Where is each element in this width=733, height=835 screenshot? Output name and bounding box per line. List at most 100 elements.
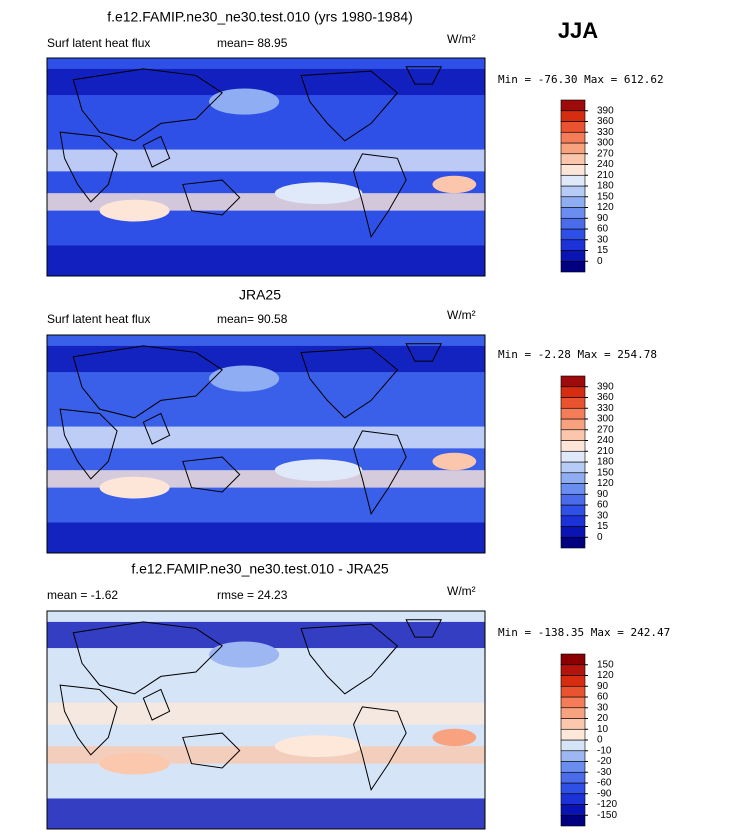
coastline <box>183 457 240 492</box>
coastline <box>60 132 117 202</box>
colorbar-box <box>560 472 586 484</box>
colorbar-box <box>560 110 586 122</box>
colorbar-box <box>560 536 586 549</box>
coastline <box>73 69 222 141</box>
colorbar-label: 300 <box>597 414 614 425</box>
map-frame <box>46 334 486 554</box>
colorbar-box <box>560 217 586 230</box>
colorbar-box <box>560 142 586 155</box>
colorbar-box <box>560 407 586 420</box>
map-blob <box>432 175 477 194</box>
colorbar-label: 180 <box>597 181 614 192</box>
colorbar-box <box>560 196 586 208</box>
coastline <box>143 689 169 720</box>
panel-stat-label: mean= 88.95 <box>217 36 288 50</box>
colorbar-label: 20 <box>597 713 609 724</box>
map-blob <box>209 365 280 392</box>
colorbar-box <box>560 504 586 517</box>
colorbar-label: 30 <box>597 702 609 713</box>
panel-min-max: Min = -76.30 Max = 612.62 <box>498 73 664 86</box>
colorbar-box <box>560 418 586 431</box>
map-band <box>47 702 485 725</box>
coastline <box>301 348 397 418</box>
coastline <box>354 431 407 514</box>
colorbar-box <box>560 450 586 463</box>
colorbar-box <box>560 696 586 709</box>
map-blob <box>274 735 363 758</box>
map-blob <box>274 182 363 205</box>
colorbar-box <box>560 429 586 441</box>
colorbar-label: 15 <box>597 245 609 256</box>
colorbar-label: 0 <box>597 532 603 543</box>
colorbar-label: 120 <box>597 670 614 681</box>
colorbar-box <box>560 260 586 273</box>
colorbar-box <box>560 375 586 388</box>
panel-min-max: Min = -2.28 Max = 254.78 <box>498 348 657 361</box>
panel-stat-label: rmse = 24.23 <box>217 588 288 602</box>
map-blob <box>99 199 170 222</box>
colorbar-label: -60 <box>597 778 612 789</box>
colorbar-label: -150 <box>597 810 617 821</box>
colorbar-box <box>560 804 586 816</box>
panel-title: JRA25 <box>239 287 281 303</box>
colorbar-label: 60 <box>597 500 609 511</box>
coastline <box>354 707 407 790</box>
colorbar-box <box>560 750 586 762</box>
map-frame <box>46 57 486 277</box>
colorbar-box <box>560 250 586 262</box>
colorbar-label: 180 <box>597 457 614 468</box>
colorbar-box <box>560 653 586 666</box>
colorbar-label: 240 <box>597 435 614 446</box>
coastline <box>143 136 169 167</box>
colorbar-box <box>560 131 586 144</box>
colorbar-label: 270 <box>597 148 614 159</box>
colorbar-box <box>560 174 586 187</box>
map-field <box>47 344 485 553</box>
panel-left-label: mean = -1.62 <box>47 588 118 602</box>
colorbar-box <box>560 397 586 409</box>
colorbar-label: 390 <box>597 381 614 392</box>
panel-title: f.e12.FAMIP.ne30_ne30.test.010 - JRA25 <box>131 561 389 577</box>
colorbar-box <box>560 664 586 676</box>
colorbar-label: -10 <box>597 745 612 756</box>
colorbar-box <box>560 814 586 827</box>
panel-left-label: Surf latent heat flux <box>47 36 150 50</box>
colorbar-label: 90 <box>597 213 609 224</box>
colorbar-box <box>560 728 586 741</box>
coastline <box>406 67 441 84</box>
colorbar-box <box>560 771 586 784</box>
colorbar-label: 0 <box>597 735 603 746</box>
map-band <box>47 426 485 449</box>
colorbar-box <box>560 483 586 495</box>
panel-left-label: Surf latent heat flux <box>47 312 150 326</box>
colorbar-label: 10 <box>597 724 609 735</box>
colorbar-box <box>560 526 586 538</box>
colorbar-label: 30 <box>597 510 609 521</box>
colorbar-box <box>560 440 586 452</box>
map-blob <box>209 641 280 668</box>
coastline <box>301 71 397 141</box>
colorbar-box <box>560 461 586 474</box>
colorbar-label: 60 <box>597 224 609 235</box>
colorbar-label: 210 <box>597 170 614 181</box>
colorbar-box <box>560 761 586 773</box>
panel-stat-label: mean= 90.58 <box>217 312 288 326</box>
map-band <box>47 621 485 649</box>
colorbar-label: 90 <box>597 489 609 500</box>
colorbar-box <box>560 793 586 805</box>
colorbar-label: 240 <box>597 159 614 170</box>
map-blob <box>209 88 280 115</box>
colorbar-box <box>560 782 586 795</box>
coastline <box>73 622 222 694</box>
map-blob <box>274 459 363 482</box>
coastline <box>143 413 169 444</box>
coastline <box>406 344 441 361</box>
panel-min-max: Min = -138.35 Max = 242.47 <box>498 626 670 639</box>
colorbar-box <box>560 675 586 687</box>
map-band <box>47 68 485 96</box>
colorbar-label: -90 <box>597 788 612 799</box>
colorbar-label: 360 <box>597 392 614 403</box>
colorbar-label: 150 <box>597 191 614 202</box>
panel-title: f.e12.FAMIP.ne30_ne30.test.010 (yrs 1980… <box>107 9 413 25</box>
panel-units: W/m² <box>447 32 476 46</box>
